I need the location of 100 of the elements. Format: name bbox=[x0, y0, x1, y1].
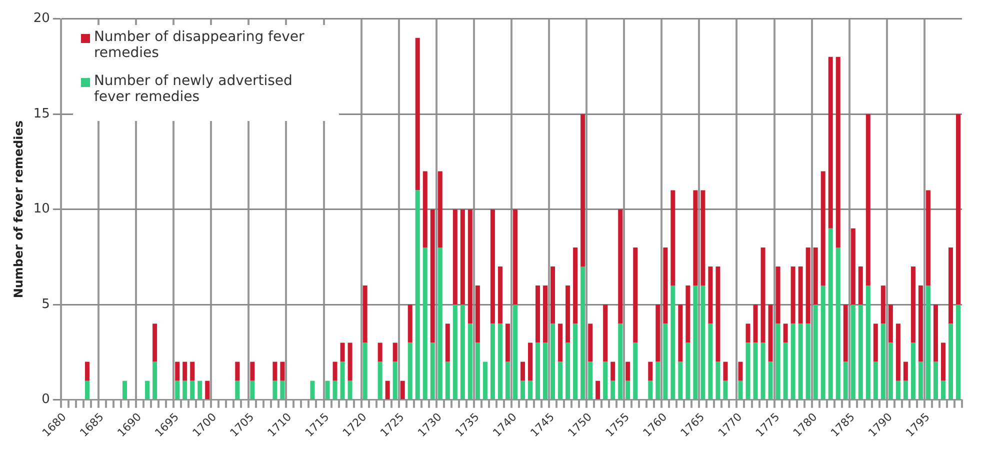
bar bbox=[543, 342, 548, 400]
bar bbox=[482, 362, 488, 400]
bar bbox=[806, 247, 810, 324]
bar bbox=[858, 266, 863, 305]
bar bbox=[633, 247, 638, 343]
bar bbox=[686, 342, 690, 400]
bar bbox=[145, 380, 150, 400]
bar bbox=[310, 380, 315, 400]
bar bbox=[790, 266, 796, 324]
bar bbox=[948, 324, 953, 400]
bar bbox=[633, 342, 638, 400]
bar bbox=[362, 286, 368, 343]
bar bbox=[738, 380, 743, 400]
bar bbox=[430, 342, 435, 400]
bar bbox=[408, 304, 412, 343]
bar bbox=[408, 342, 412, 400]
bar bbox=[588, 362, 593, 400]
bar bbox=[866, 114, 870, 286]
bar bbox=[858, 304, 863, 400]
y-tick-label: 20 bbox=[33, 11, 50, 26]
bar bbox=[813, 304, 818, 400]
bar bbox=[392, 362, 398, 400]
bar bbox=[340, 362, 345, 400]
bar bbox=[566, 342, 570, 400]
bar bbox=[783, 342, 788, 400]
bar bbox=[798, 266, 803, 324]
bar bbox=[926, 190, 930, 286]
bar bbox=[603, 362, 608, 400]
bar bbox=[528, 380, 532, 400]
bar bbox=[332, 380, 338, 400]
bar bbox=[512, 209, 518, 305]
bar bbox=[378, 362, 382, 400]
bar bbox=[452, 209, 458, 305]
y-tick-label: 15 bbox=[33, 106, 50, 122]
bar bbox=[422, 247, 428, 400]
bar bbox=[873, 324, 878, 362]
bar bbox=[332, 362, 338, 381]
bar bbox=[626, 362, 630, 381]
bar bbox=[656, 362, 660, 400]
bar bbox=[648, 362, 653, 381]
bar bbox=[566, 286, 570, 343]
bar bbox=[122, 380, 128, 400]
bar bbox=[663, 247, 668, 324]
legend-label: Number of disappearing fever remedies bbox=[94, 28, 306, 61]
bar bbox=[843, 304, 848, 362]
bar bbox=[790, 324, 796, 400]
bar bbox=[836, 56, 840, 248]
bar bbox=[280, 380, 285, 400]
bar bbox=[198, 380, 202, 400]
bar bbox=[340, 342, 345, 362]
bar bbox=[512, 304, 518, 400]
bar bbox=[536, 286, 540, 343]
bar bbox=[573, 247, 578, 324]
bar bbox=[693, 286, 698, 400]
bar bbox=[746, 324, 750, 343]
bar bbox=[880, 286, 886, 324]
bar bbox=[813, 247, 818, 305]
bar bbox=[400, 380, 405, 400]
bar bbox=[460, 304, 465, 400]
bar bbox=[693, 190, 698, 286]
bar bbox=[422, 171, 428, 248]
bar bbox=[708, 266, 713, 324]
bar bbox=[536, 342, 540, 400]
bar bbox=[888, 304, 893, 343]
bar bbox=[452, 304, 458, 400]
bar bbox=[325, 380, 330, 400]
y-tick-label: 10 bbox=[33, 202, 50, 217]
bar bbox=[430, 209, 435, 343]
bar bbox=[903, 362, 908, 381]
bar bbox=[896, 380, 900, 400]
bar bbox=[415, 38, 420, 190]
bar bbox=[768, 304, 773, 362]
bar bbox=[716, 266, 720, 362]
bar bbox=[806, 324, 810, 400]
bar bbox=[528, 342, 532, 381]
bar bbox=[760, 342, 766, 400]
bar bbox=[490, 209, 495, 324]
bar bbox=[348, 342, 352, 381]
bar bbox=[820, 171, 826, 286]
bar bbox=[843, 362, 848, 400]
bar bbox=[828, 228, 833, 400]
bar bbox=[746, 342, 750, 400]
bar bbox=[956, 114, 960, 305]
bar bbox=[558, 362, 563, 400]
bar bbox=[700, 286, 706, 400]
bar bbox=[415, 190, 420, 400]
bar bbox=[850, 304, 856, 400]
bar bbox=[520, 380, 525, 400]
bar bbox=[235, 380, 240, 400]
bar bbox=[918, 286, 923, 362]
bar bbox=[550, 266, 556, 324]
bar bbox=[438, 247, 442, 400]
bar bbox=[626, 380, 630, 400]
bar bbox=[768, 362, 773, 400]
bar bbox=[926, 286, 930, 400]
bar bbox=[603, 304, 608, 362]
legend-label: Number of newly advertised fever remedies bbox=[94, 72, 294, 105]
bar bbox=[776, 266, 780, 324]
y-axis-title: Number of fever remedies bbox=[11, 120, 26, 298]
bar bbox=[663, 324, 668, 400]
